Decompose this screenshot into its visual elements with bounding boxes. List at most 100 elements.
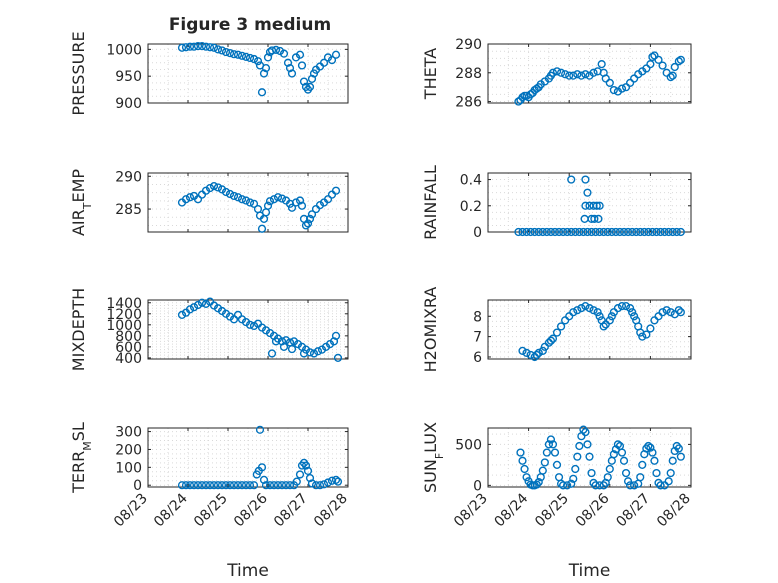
data-point — [209, 481, 219, 490]
data-point — [263, 53, 273, 62]
data-point — [676, 452, 685, 461]
y-tick-label: 100 — [115, 460, 142, 476]
data-point — [625, 481, 635, 490]
data-point — [287, 203, 297, 212]
x-tick-label: 08/25 — [191, 491, 231, 531]
data-point — [217, 46, 227, 55]
data-point — [611, 227, 620, 237]
data-point — [575, 441, 584, 451]
y-tick-label: 950 — [115, 69, 142, 85]
panel-rainfall: 0 0.2 0.4 RAINFALL — [421, 165, 692, 241]
data-point — [307, 74, 317, 83]
data-point — [590, 214, 599, 223]
data-point — [591, 227, 600, 237]
data-point — [650, 51, 659, 60]
data-point — [249, 481, 259, 490]
data-point — [605, 316, 614, 325]
data-point — [311, 481, 321, 490]
data-point — [269, 481, 279, 490]
data-point — [315, 481, 325, 490]
data-point — [181, 195, 191, 204]
data-point — [630, 481, 639, 490]
x-tick-label: 08/25 — [532, 491, 572, 531]
data-point — [241, 481, 251, 490]
data-point — [249, 199, 259, 208]
y-tick-label: 1400 — [106, 296, 142, 312]
y-tick-label: 0 — [473, 478, 482, 494]
y-tick-label: 300 — [115, 425, 142, 441]
data-point — [522, 227, 531, 237]
data-point — [605, 464, 614, 474]
data-point — [561, 70, 570, 79]
data-point — [577, 71, 586, 80]
data-point — [301, 461, 311, 470]
data-point — [241, 52, 251, 61]
data-point — [520, 464, 529, 474]
data-point — [658, 308, 667, 317]
data-point — [532, 350, 541, 360]
data-point — [676, 55, 685, 64]
data-point — [225, 481, 235, 490]
data-point — [640, 227, 649, 237]
data-point — [269, 195, 279, 204]
data-point — [229, 191, 239, 201]
y-tick-label: 0 — [473, 225, 482, 241]
data-point — [644, 227, 653, 237]
data-point — [197, 298, 207, 307]
data-point — [644, 441, 653, 451]
data-point — [319, 480, 329, 489]
data-point — [674, 306, 683, 315]
panel-h2omixra: 6 7 8 H2OMIXRA — [421, 287, 692, 372]
data-point — [591, 481, 600, 490]
data-point — [630, 312, 639, 321]
data-point — [579, 425, 588, 434]
data-point — [587, 227, 596, 237]
data-point — [185, 305, 195, 314]
axes-frame — [487, 172, 692, 233]
data-point — [532, 480, 541, 489]
data-point — [213, 183, 223, 192]
data-point — [548, 68, 558, 77]
data-point — [581, 201, 590, 210]
data-point — [660, 227, 669, 237]
data-point — [540, 458, 549, 467]
y-tick-label: 286 — [455, 95, 482, 111]
data-point — [221, 187, 231, 197]
data-point — [552, 460, 562, 469]
data-point — [617, 448, 627, 457]
data-point — [307, 210, 317, 219]
data-point — [567, 227, 576, 237]
data-point — [518, 93, 527, 102]
x-tick-label: 08/24 — [151, 490, 191, 530]
data-point — [561, 316, 570, 325]
data-point — [656, 481, 665, 490]
axes-frame — [487, 427, 692, 488]
data-point — [295, 196, 305, 205]
data-point — [636, 227, 645, 237]
data-point — [550, 227, 560, 237]
data-point — [297, 201, 307, 210]
data-point — [189, 303, 199, 312]
data-point — [331, 331, 341, 340]
data-point — [261, 64, 271, 73]
data-point — [229, 50, 239, 59]
data-point — [297, 61, 307, 70]
data-point — [522, 473, 531, 482]
data-point — [291, 198, 301, 207]
data-point — [593, 308, 602, 317]
data-point — [577, 304, 586, 313]
data-point — [581, 427, 590, 437]
data-point — [603, 227, 612, 237]
data-point — [607, 312, 616, 321]
data-point — [654, 55, 663, 64]
data-point — [177, 43, 187, 52]
axes-frame — [147, 172, 349, 233]
axes-frame — [487, 43, 692, 104]
data-point — [221, 481, 231, 490]
data-point — [621, 83, 631, 92]
data-point — [285, 481, 295, 490]
data-point — [617, 302, 627, 311]
axes-frame — [147, 427, 349, 488]
data-point — [237, 195, 247, 204]
